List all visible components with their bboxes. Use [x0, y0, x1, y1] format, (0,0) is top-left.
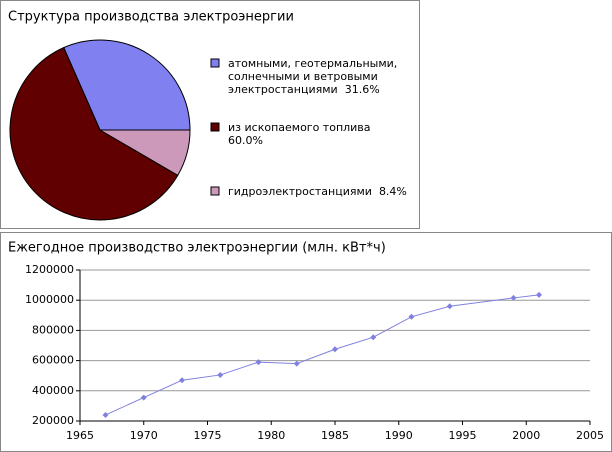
legend-entry: из ископаемого топлива 60.0% [228, 121, 408, 147]
x-tick-label: 1970 [130, 429, 158, 442]
y-tick-label: 1200000 [25, 263, 74, 276]
x-tick-label: 1995 [449, 429, 477, 442]
data-point [408, 313, 415, 320]
value-label: 8.4% [378, 185, 407, 198]
line-frame [0, 232, 612, 452]
pie-slice [9, 46, 179, 221]
x-tick-label: 1975 [194, 429, 222, 442]
data-point [217, 371, 224, 378]
data-point [510, 294, 517, 301]
x-tick-label: 1985 [321, 429, 349, 442]
data-point [293, 360, 300, 367]
data-point [255, 359, 262, 366]
x-tick-label: 2005 [576, 429, 604, 442]
legend-swatch [210, 122, 220, 132]
y-tick-label: 400000 [32, 384, 74, 397]
legend-entry: атомными, геотермальными, солнечными и в… [228, 57, 408, 96]
y-tick-label: 200000 [32, 414, 74, 427]
pie-slice [98, 129, 191, 177]
data-point [536, 291, 542, 298]
chart-title: Ежегодное производство электроэнергии (м… [8, 241, 386, 256]
x-tick-label: 1990 [385, 429, 413, 442]
x-tick-label: 1965 [66, 429, 94, 442]
pie-slice [63, 39, 191, 131]
y-tick-label: 600000 [32, 354, 74, 367]
data-point [370, 334, 377, 341]
legend-label: атомными, геотермальными, солнечными и в… [228, 57, 398, 96]
data-point [102, 411, 109, 418]
value-label: 60.0% [228, 134, 263, 147]
data-point [446, 303, 453, 310]
legend-swatch [210, 58, 220, 68]
data-point [179, 377, 185, 384]
legend-label: из ископаемого топлива [228, 121, 371, 134]
y-tick-label: 1000000 [25, 293, 74, 306]
legend-label: гидроэлектростанциями [228, 185, 372, 198]
x-tick-label: 2000 [512, 429, 540, 442]
legend-swatch [210, 186, 220, 196]
chart-title: Структура производства электроэнергии [8, 10, 294, 25]
x-tick-label: 1980 [257, 429, 285, 442]
y-tick-label: 800000 [32, 323, 74, 336]
data-point [140, 394, 147, 401]
value-label: 31.6% [344, 83, 380, 96]
data-line [105, 294, 540, 416]
legend-entry: гидроэлектростанциями 8.4% [228, 185, 408, 198]
data-point [332, 346, 338, 353]
